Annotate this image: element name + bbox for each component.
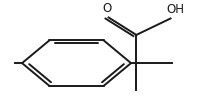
Text: OH: OH [167, 3, 185, 16]
Text: O: O [103, 2, 112, 15]
